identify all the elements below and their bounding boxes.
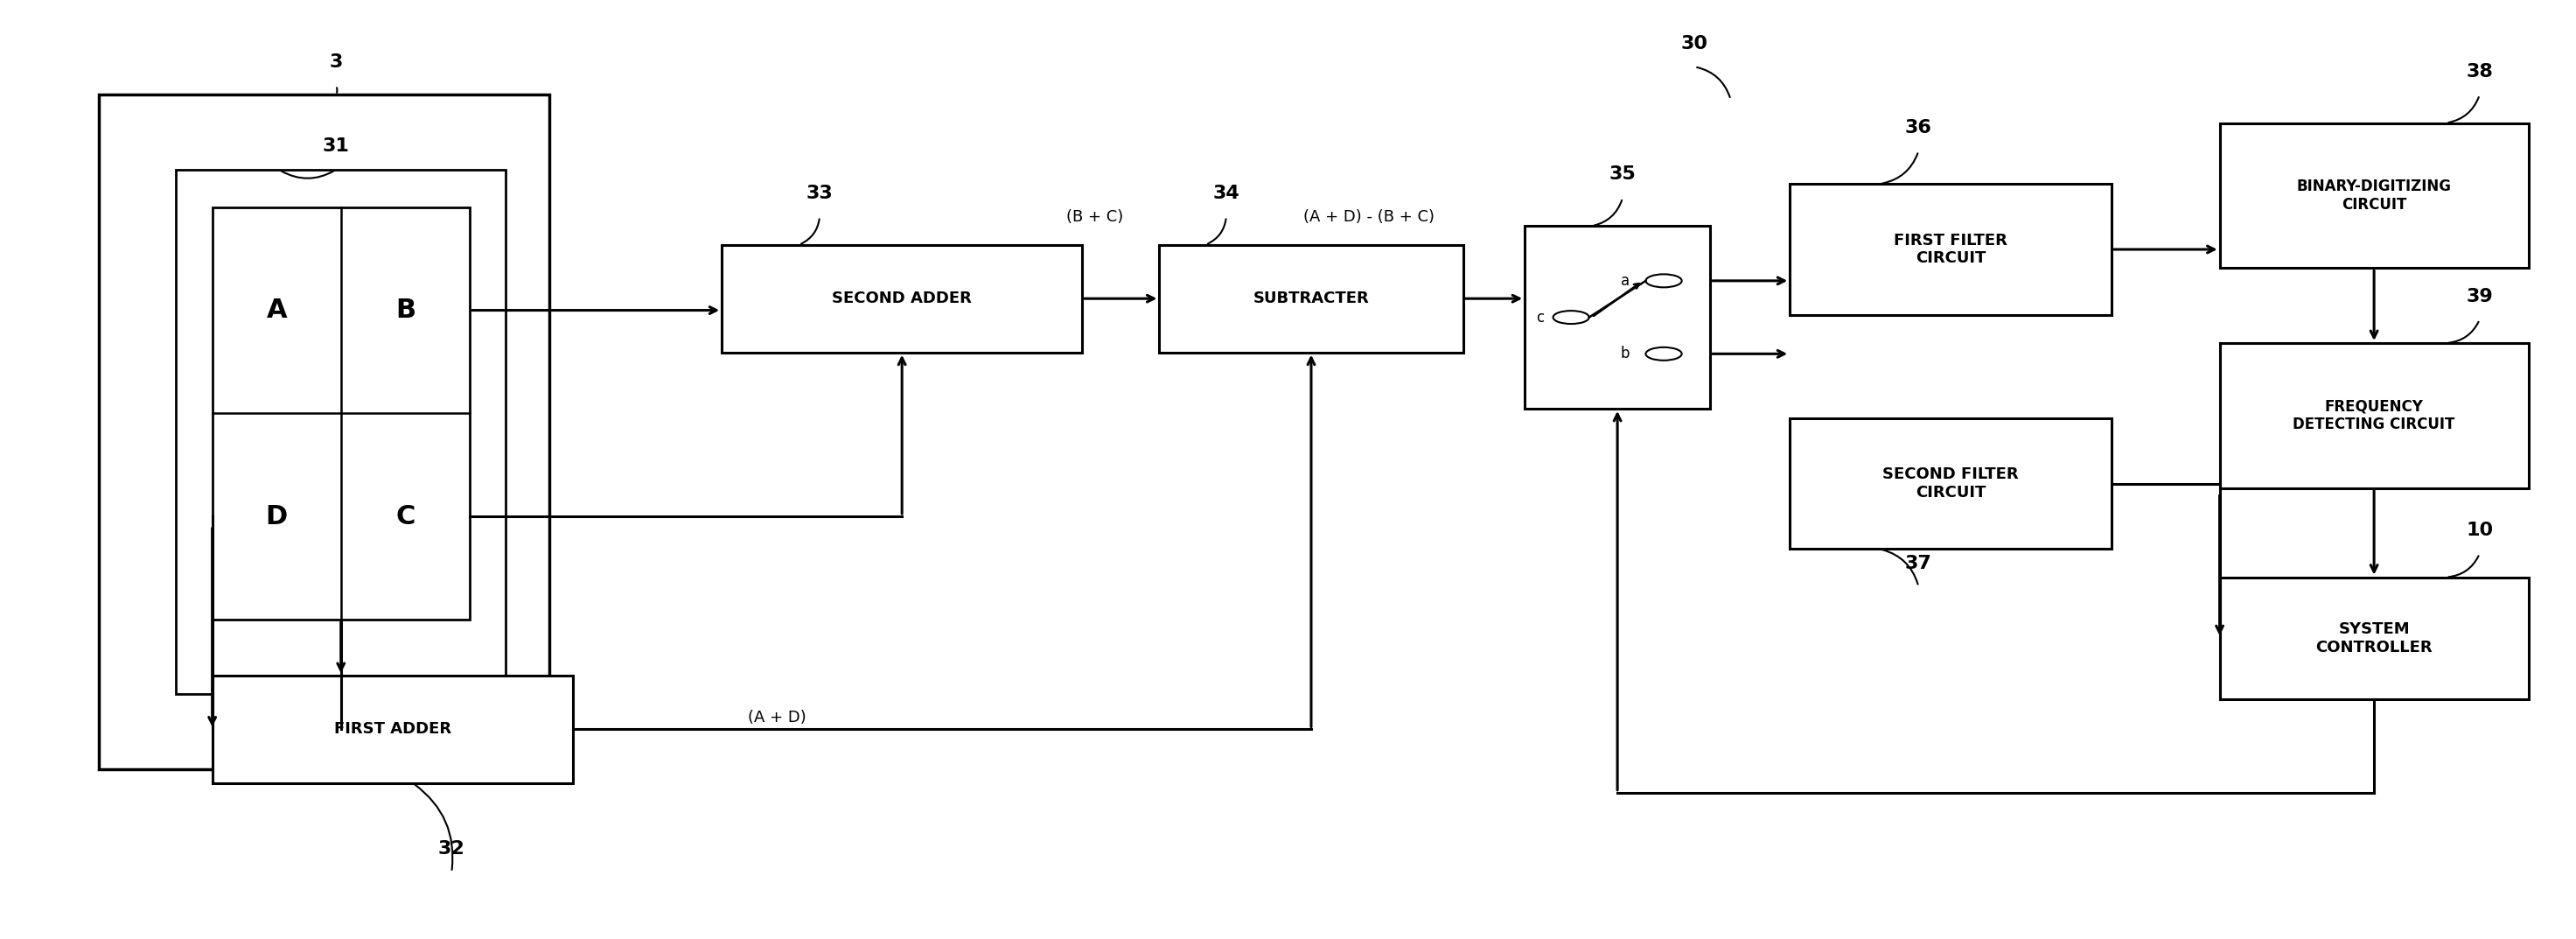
Bar — [2221, 577, 2530, 699]
Bar — [2221, 343, 2530, 488]
Bar — [175, 170, 505, 694]
Text: (B + C): (B + C) — [1066, 208, 1123, 224]
Bar — [98, 95, 549, 769]
Text: 32: 32 — [438, 840, 466, 857]
Text: b: b — [1620, 346, 1631, 362]
Text: SECOND ADDER: SECOND ADDER — [832, 291, 971, 306]
Text: (A + D) - (B + C): (A + D) - (B + C) — [1303, 208, 1435, 224]
Text: 36: 36 — [1906, 119, 1932, 136]
Text: 31: 31 — [322, 138, 350, 155]
Text: 37: 37 — [1906, 554, 1932, 572]
Text: 38: 38 — [2465, 63, 2494, 80]
Bar — [1525, 226, 1710, 408]
Text: (A + D): (A + D) — [747, 710, 806, 726]
Text: 10: 10 — [2465, 522, 2494, 539]
Text: SYSTEM
CONTROLLER: SYSTEM CONTROLLER — [2316, 621, 2432, 655]
Bar — [211, 675, 572, 783]
Text: SUBTRACTER: SUBTRACTER — [1252, 291, 1370, 306]
Text: D: D — [265, 503, 289, 529]
Bar — [1159, 245, 1463, 352]
Text: B: B — [394, 298, 415, 323]
Bar — [1790, 184, 2112, 315]
Bar — [211, 208, 469, 620]
Bar — [2221, 123, 2530, 269]
Text: FREQUENCY
DETECTING CIRCUIT: FREQUENCY DETECTING CIRCUIT — [2293, 399, 2455, 433]
Text: 3: 3 — [330, 54, 343, 70]
Text: 33: 33 — [806, 184, 832, 202]
Text: c: c — [1535, 310, 1543, 325]
Bar — [721, 245, 1082, 352]
Text: A: A — [265, 298, 286, 323]
Text: 35: 35 — [1610, 165, 1636, 183]
Text: a: a — [1620, 273, 1631, 288]
Text: FIRST FILTER
CIRCUIT: FIRST FILTER CIRCUIT — [1893, 233, 2007, 267]
Text: C: C — [397, 503, 415, 529]
Text: 34: 34 — [1213, 184, 1239, 202]
Text: SECOND FILTER
CIRCUIT: SECOND FILTER CIRCUIT — [1883, 467, 2020, 500]
Text: 39: 39 — [2465, 287, 2494, 305]
Text: BINARY-DIGITIZING
CIRCUIT: BINARY-DIGITIZING CIRCUIT — [2298, 178, 2452, 212]
Text: FIRST ADDER: FIRST ADDER — [335, 721, 451, 737]
Text: 30: 30 — [1682, 35, 1708, 52]
Bar — [1790, 418, 2112, 549]
